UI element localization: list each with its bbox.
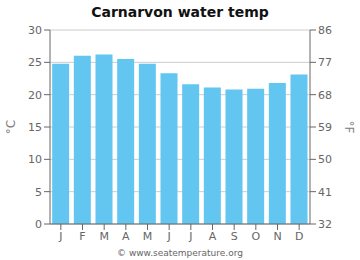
svg-text:59: 59 bbox=[318, 121, 332, 134]
svg-text:25: 25 bbox=[28, 56, 42, 69]
svg-text:J: J bbox=[167, 230, 171, 243]
svg-text:86: 86 bbox=[318, 24, 332, 37]
svg-text:15: 15 bbox=[28, 121, 42, 134]
svg-text:20: 20 bbox=[28, 89, 42, 102]
svg-text:68: 68 bbox=[318, 89, 332, 102]
svg-text:M: M bbox=[143, 230, 153, 243]
svg-text:S: S bbox=[231, 230, 238, 243]
svg-text:N: N bbox=[273, 230, 281, 243]
html-text:Carnarvon water temp: Carnarvon water temp bbox=[91, 4, 269, 20]
svg-text:5: 5 bbox=[35, 186, 42, 199]
svg-text:32: 32 bbox=[318, 218, 332, 231]
svg-text:°C: °C bbox=[8, 120, 18, 134]
svg-text:41: 41 bbox=[318, 186, 332, 199]
svg-text:A: A bbox=[209, 230, 217, 243]
svg-text:50: 50 bbox=[318, 153, 332, 166]
svg-text:F: F bbox=[79, 230, 85, 243]
svg-text:77: 77 bbox=[318, 56, 332, 69]
svg-text:10: 10 bbox=[28, 153, 42, 166]
svg-text:A: A bbox=[122, 230, 130, 243]
svg-text:J: J bbox=[188, 230, 192, 243]
html-text:© www.seatemperature.org: © www.seatemperature.org bbox=[117, 248, 243, 258]
svg-text:J: J bbox=[58, 230, 62, 243]
svg-text:D: D bbox=[295, 230, 303, 243]
svg-text:0: 0 bbox=[35, 218, 42, 231]
svg-text:M: M bbox=[99, 230, 109, 243]
svg-text:30: 30 bbox=[28, 24, 42, 37]
svg-text:°F: °F bbox=[342, 121, 352, 134]
svg-text:O: O bbox=[251, 230, 260, 243]
